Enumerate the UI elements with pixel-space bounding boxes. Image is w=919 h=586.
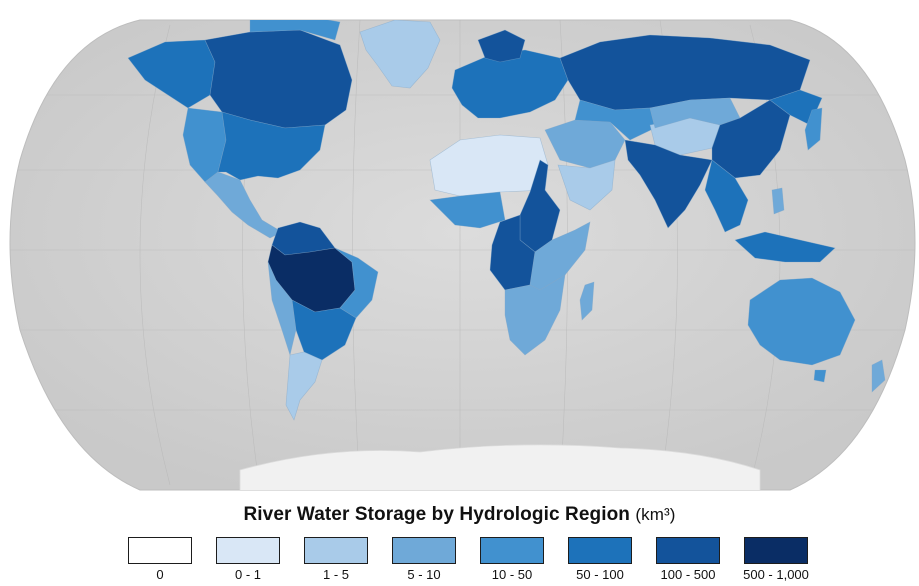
region-tasmania bbox=[813, 369, 827, 383]
region-central-asia bbox=[574, 99, 656, 141]
legend-label: 50 - 100 bbox=[576, 567, 624, 582]
region-canada-arctic bbox=[249, 20, 341, 41]
region-east-asia bbox=[711, 99, 791, 179]
legend-swatch bbox=[656, 537, 720, 564]
legend-swatch bbox=[744, 537, 808, 564]
region-andes bbox=[267, 261, 297, 357]
region-siberia bbox=[559, 34, 811, 111]
legend-label: 1 - 5 bbox=[322, 567, 349, 582]
legend-label: 10 - 50 bbox=[491, 567, 533, 582]
legend-unit: (km³) bbox=[635, 505, 676, 524]
legend-swatch bbox=[216, 537, 280, 564]
legend-swatch bbox=[128, 537, 192, 564]
legend: River Water Storage by Hydrologic Region… bbox=[0, 500, 919, 586]
region-indonesia bbox=[734, 231, 836, 263]
legend-swatch bbox=[480, 537, 544, 564]
region-southeast-asia bbox=[704, 159, 749, 233]
legend-label: 0 bbox=[156, 567, 164, 582]
region-madagascar bbox=[579, 281, 595, 321]
region-arabia bbox=[557, 159, 616, 211]
region-new-zealand bbox=[871, 359, 886, 393]
region-australia bbox=[747, 277, 856, 366]
legend-swatch bbox=[304, 537, 368, 564]
world-map-svg bbox=[9, 19, 916, 491]
legend-swatch bbox=[568, 537, 632, 564]
region-antarctica bbox=[239, 444, 761, 490]
region-southern-africa bbox=[504, 274, 566, 356]
region-greenland bbox=[359, 20, 441, 89]
region-patagonia bbox=[285, 351, 323, 421]
world-map bbox=[9, 19, 916, 491]
legend-label: 0 - 1 bbox=[234, 567, 261, 582]
legend-label: 500 - 1,000 bbox=[743, 567, 809, 582]
region-la-plata bbox=[291, 299, 357, 361]
legend-label: 5 - 10 bbox=[407, 567, 441, 582]
region-philippines bbox=[771, 187, 785, 215]
region-scandinavia bbox=[477, 29, 526, 63]
region-south-asia bbox=[624, 139, 713, 229]
region-japan bbox=[804, 107, 823, 151]
legend-title: River Water Storage by Hydrologic Region… bbox=[243, 504, 676, 525]
legend-swatch bbox=[392, 537, 456, 564]
legend-label: 100 - 500 bbox=[660, 567, 716, 582]
